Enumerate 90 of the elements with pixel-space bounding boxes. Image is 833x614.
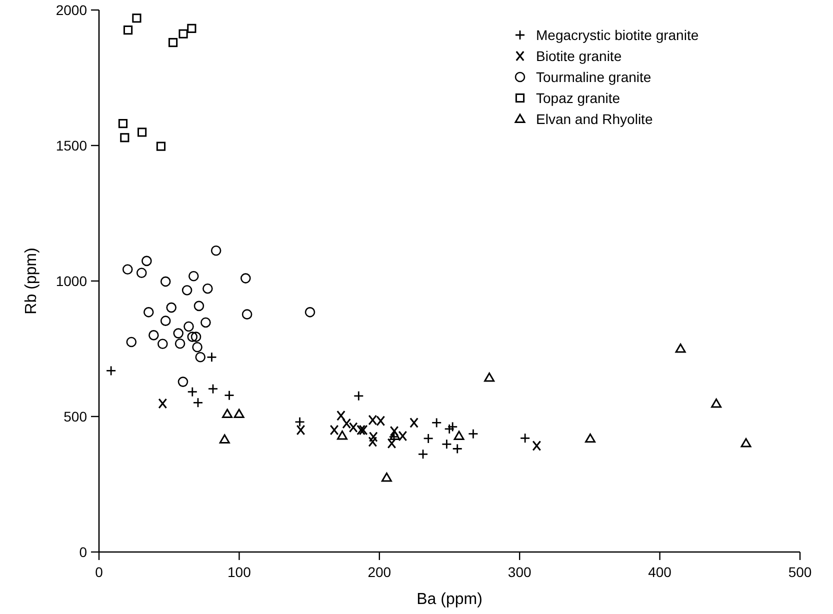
point — [178, 376, 188, 387]
point — [122, 264, 133, 274]
x-tick-label: 0 — [95, 564, 104, 580]
point — [330, 424, 339, 436]
y-axis-title: Rb (ppm) — [23, 248, 40, 314]
point — [675, 344, 686, 353]
x-axis-title: Ba (ppm) — [416, 591, 482, 608]
point — [137, 128, 147, 137]
point — [304, 307, 316, 318]
point — [376, 416, 386, 426]
point — [187, 332, 198, 342]
point — [143, 307, 154, 318]
point — [178, 29, 188, 38]
point — [484, 372, 495, 382]
point — [123, 26, 133, 35]
point — [222, 408, 233, 418]
point — [368, 432, 378, 442]
y-tick-label: 1500 — [56, 137, 88, 154]
point — [353, 390, 364, 402]
point — [192, 397, 204, 408]
point — [585, 433, 596, 443]
point — [120, 133, 130, 142]
y-tick-label: 2000 — [56, 2, 88, 18]
y-tick-label: 0 — [79, 544, 88, 560]
point — [410, 417, 418, 428]
point — [148, 330, 159, 340]
point — [210, 246, 222, 256]
legend-label: Biotite granite — [536, 48, 622, 64]
legend-label: Megacrystic biotite granite — [536, 26, 699, 43]
point — [358, 424, 368, 436]
point — [740, 438, 752, 448]
point — [187, 386, 198, 398]
point — [348, 422, 358, 433]
point — [390, 430, 400, 440]
point — [336, 430, 348, 440]
point — [166, 302, 176, 313]
point — [174, 338, 186, 349]
x-tick-label: 400 — [648, 564, 672, 580]
point — [202, 283, 213, 294]
x-tick-label: 200 — [368, 564, 392, 580]
point — [368, 436, 378, 448]
point — [187, 24, 196, 33]
legend-label: Topaz granite — [536, 90, 620, 106]
point — [240, 273, 251, 284]
point — [368, 414, 378, 426]
point — [192, 342, 202, 352]
point — [336, 410, 346, 421]
legend-label: Tourmaline granite — [536, 68, 652, 85]
point — [342, 418, 351, 429]
x-tick-label: 300 — [508, 564, 532, 580]
point — [173, 328, 184, 338]
point — [184, 321, 194, 332]
point — [356, 424, 366, 436]
point — [423, 433, 434, 444]
point — [208, 384, 218, 394]
point — [118, 119, 128, 128]
point — [106, 366, 116, 376]
y-tick-label: 1000 — [56, 272, 88, 289]
y-tick-label: 500 — [64, 408, 88, 424]
x-tick-label: 500 — [788, 564, 812, 580]
point — [532, 440, 542, 452]
point — [398, 430, 408, 442]
point — [418, 448, 428, 460]
legend-label: Elvan and Rhyolite — [536, 110, 653, 127]
point — [188, 270, 199, 282]
point — [452, 444, 463, 454]
point — [194, 300, 204, 312]
x-tick-label: 100 — [228, 564, 252, 580]
point — [200, 317, 211, 328]
point — [136, 268, 147, 278]
point — [126, 336, 137, 348]
point — [158, 398, 168, 409]
point — [160, 316, 171, 326]
point — [711, 398, 722, 408]
point — [160, 276, 171, 287]
point — [219, 434, 230, 444]
point — [156, 142, 166, 151]
point — [454, 430, 464, 440]
point — [234, 408, 244, 418]
point — [142, 256, 152, 266]
point — [132, 14, 142, 23]
point — [195, 352, 206, 362]
point — [190, 332, 202, 342]
point — [381, 472, 392, 482]
point — [520, 432, 530, 444]
point — [242, 309, 252, 320]
point — [431, 418, 442, 428]
point — [158, 338, 168, 350]
point — [168, 38, 178, 48]
point — [182, 285, 192, 296]
